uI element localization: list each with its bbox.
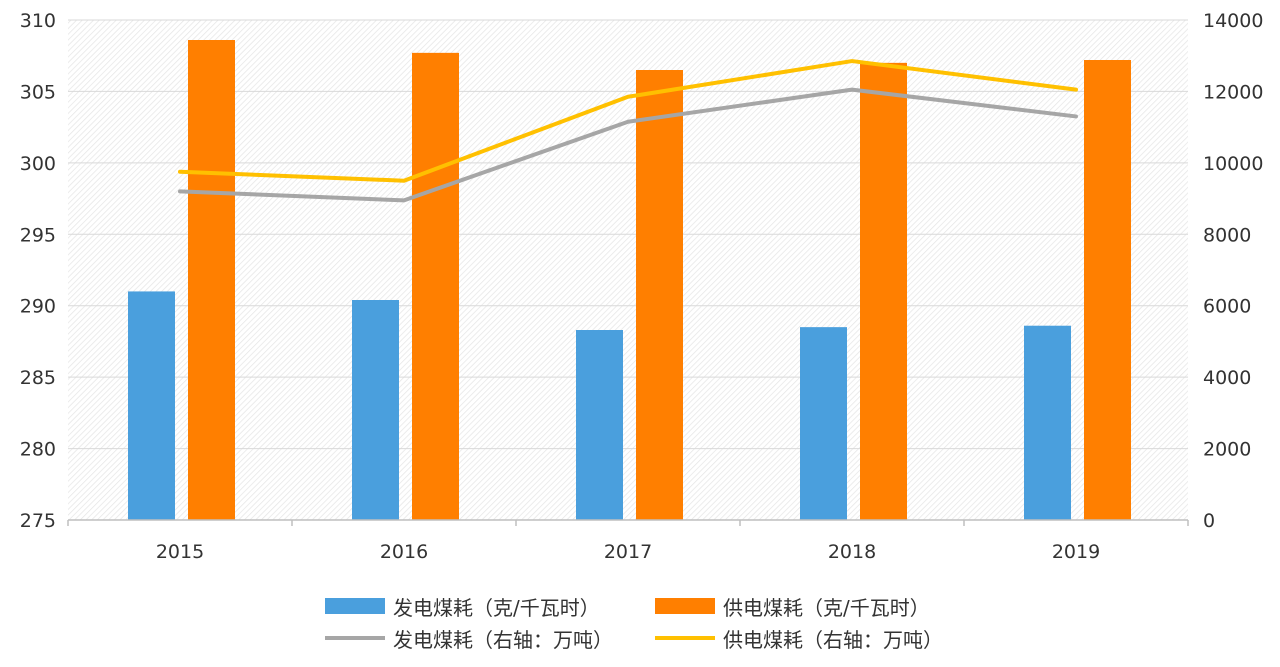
- bar-sup-2015: [188, 40, 235, 520]
- x-axis-ticks: 2015 2016 2017 2018 2019: [156, 541, 1100, 563]
- legend-label-sup-bar: 供电煤耗（克/千瓦时）: [723, 595, 930, 620]
- left-tick-label: 290: [20, 296, 56, 318]
- bars: [128, 40, 1131, 520]
- axes: [67, 519, 1189, 526]
- chart: 275 280 285 290 295 300 305 310 0 2000 4000 6000 80…: [20, 10, 1264, 563]
- bar-gen-2015: [128, 291, 175, 520]
- lines: [178, 59, 1078, 203]
- right-tick-label: 10000: [1203, 153, 1263, 175]
- bar-sup-2018: [860, 62, 907, 520]
- legend-row-bars: 发电煤耗（克/千瓦时） 供电煤耗（克/千瓦时）: [0, 590, 1280, 622]
- right-tick-label: 0: [1203, 510, 1215, 532]
- legend-item-sup-bar: 供电煤耗（克/千瓦时）: [655, 592, 955, 621]
- legend-label-gen-bar: 发电煤耗（克/千瓦时）: [393, 595, 600, 620]
- right-tick-label: 14000: [1203, 10, 1263, 32]
- left-tick-label: 300: [20, 153, 56, 175]
- x-tick-label: 2017: [604, 541, 652, 563]
- legend-swatch-sup-bar: [655, 598, 715, 614]
- left-axis-ticks: 275 280 285 290 295 300 305 310: [20, 10, 56, 532]
- legend-swatch-sup-line: [655, 636, 715, 640]
- x-tick-label: 2018: [828, 541, 876, 563]
- legend-item-gen-line: 发电煤耗（右轴：万吨）: [325, 624, 625, 653]
- legend-row-lines: 发电煤耗（右轴：万吨） 供电煤耗（右轴：万吨）: [0, 622, 1280, 654]
- right-tick-label: 2000: [1203, 439, 1251, 461]
- legend-label-sup-line: 供电煤耗（右轴：万吨）: [723, 627, 943, 652]
- right-tick-label: 12000: [1203, 81, 1263, 103]
- bar-gen-2019: [1024, 325, 1071, 520]
- legend-item-gen-bar: 发电煤耗（克/千瓦时）: [325, 592, 625, 621]
- bar-sup-2016: [412, 52, 459, 520]
- left-tick-label: 280: [20, 439, 56, 461]
- left-tick-label: 275: [20, 510, 56, 532]
- x-tick-label: 2016: [380, 541, 428, 563]
- right-tick-label: 6000: [1203, 296, 1251, 318]
- x-tick-label: 2019: [1052, 541, 1100, 563]
- bar-gen-2016: [352, 300, 399, 520]
- line-sup: [178, 59, 1078, 183]
- x-tick-label: 2015: [156, 541, 204, 563]
- bar-gen-2018: [800, 327, 847, 520]
- plot-area: [68, 20, 1188, 520]
- left-tick-label: 305: [20, 81, 56, 103]
- bar-gen-2017: [576, 330, 623, 520]
- legend-swatch-gen-bar: [325, 598, 385, 614]
- right-tick-label: 4000: [1203, 367, 1251, 389]
- left-tick-label: 310: [20, 10, 56, 32]
- legend-label-gen-line: 发电煤耗（右轴：万吨）: [393, 627, 613, 652]
- left-tick-label: 295: [20, 224, 56, 246]
- right-axis-ticks: 0 2000 4000 6000 8000 10000 12000 14000: [1203, 10, 1263, 532]
- right-tick-label: 8000: [1203, 224, 1251, 246]
- left-tick-label: 285: [20, 367, 56, 389]
- legend: 发电煤耗（克/千瓦时） 供电煤耗（克/千瓦时） 发电煤耗（右轴：万吨） 供电煤耗…: [0, 590, 1280, 654]
- bar-sup-2019: [1084, 60, 1131, 520]
- line-gen: [178, 87, 1078, 203]
- bar-sup-2017: [636, 70, 683, 520]
- legend-swatch-gen-line: [325, 636, 385, 640]
- legend-item-sup-line: 供电煤耗（右轴：万吨）: [655, 624, 955, 653]
